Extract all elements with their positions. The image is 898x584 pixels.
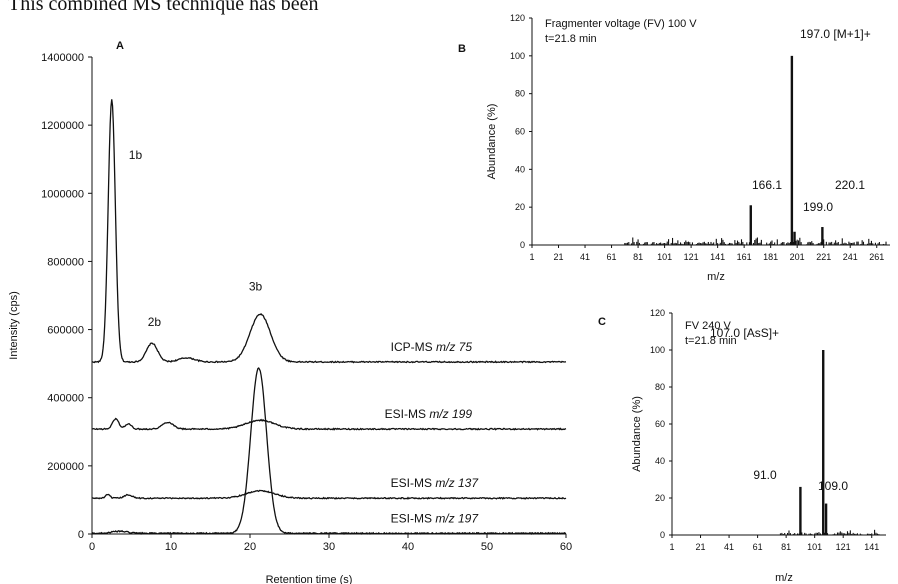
x-tick-label: 21 <box>554 252 564 262</box>
x-tick-label: 141 <box>710 252 725 262</box>
x-tick-label: 181 <box>763 252 778 262</box>
x-tick-label: 121 <box>836 542 851 552</box>
y-tick-label: 1400000 <box>41 52 84 64</box>
x-tick-label: 40 <box>402 541 414 553</box>
y-tick-label: 0 <box>78 529 84 541</box>
x-tick-label: 141 <box>864 542 879 552</box>
page-text-snippet: This combined MS technique has been <box>8 0 319 15</box>
spectrum-title-line: t=21.8 min <box>685 335 737 347</box>
x-tick-label: 41 <box>580 252 590 262</box>
y-tick-label: 40 <box>515 164 525 174</box>
y-tick-label: 200000 <box>47 461 84 473</box>
series-label: ESI-MS m/z 197 <box>391 511 480 525</box>
panel-label: B <box>458 43 466 55</box>
series-line <box>91 489 567 500</box>
x-tick-label: 30 <box>323 541 335 553</box>
y-tick-label: 120 <box>510 13 525 23</box>
peak-annotation: 1b <box>129 148 143 162</box>
y-axis-label: Abundance (%) <box>631 396 643 472</box>
y-tick-label: 0 <box>520 240 525 250</box>
peak-label: 109.0 <box>818 479 848 493</box>
series-label-mz: m/z 197 <box>435 511 479 525</box>
x-tick-label: 261 <box>869 252 884 262</box>
panel-label: C <box>598 316 606 328</box>
chart-panel-a: 0 200000 400000 600000 800000 1000000 1200000 1… <box>8 40 572 584</box>
y-tick-label: 1000000 <box>41 188 84 200</box>
y-tick-label: 0 <box>660 530 665 540</box>
spectrum-title-line: FV 240 V <box>685 320 732 332</box>
series-label-mz: m/z 199 <box>429 407 472 421</box>
peak-label: 220.1 <box>835 178 865 192</box>
x-tick-label: 81 <box>633 252 643 262</box>
x-tick-label: 21 <box>696 542 706 552</box>
y-tick-label: 400000 <box>47 393 84 405</box>
x-tick-label: 121 <box>684 252 699 262</box>
x-tick-label: 10 <box>165 541 177 553</box>
x-tick-label: 101 <box>807 542 822 552</box>
series-label-mz: m/z 75 <box>436 340 472 354</box>
series-line <box>91 417 567 431</box>
x-axis-label: m/z <box>707 271 725 283</box>
x-tick-label: 161 <box>737 252 752 262</box>
x-tick-label: 41 <box>724 542 734 552</box>
series-label-mz: m/z 137 <box>435 476 479 490</box>
peak-label: 91.0 <box>753 468 777 482</box>
x-tick-label: 201 <box>790 252 805 262</box>
x-tick-label: 61 <box>753 542 763 552</box>
x-axis-label: m/z <box>775 572 793 584</box>
y-tick-label: 80 <box>515 89 525 99</box>
x-axis-label: Retention time (s) <box>266 574 353 584</box>
y-tick-label: 120 <box>650 308 665 318</box>
x-tick-label: 81 <box>781 542 791 552</box>
x-tick-label: 61 <box>607 252 617 262</box>
y-tick-label: 1200000 <box>41 120 84 132</box>
series-label: ESI-MS m/z 199 <box>385 407 473 421</box>
peak-label: 197.0 [M+1]+ <box>800 27 871 41</box>
y-tick-label: 60 <box>515 127 525 137</box>
y-tick-label: 80 <box>655 382 665 392</box>
peak-label: 166.1 <box>752 178 782 192</box>
y-tick-label: 20 <box>655 493 665 503</box>
panel-label: A <box>116 40 124 52</box>
x-tick-label: 241 <box>843 252 858 262</box>
series-line <box>91 367 567 536</box>
series-label-prefix: ESI-MS <box>385 407 430 421</box>
peak-label: 199.0 <box>803 200 833 214</box>
y-tick-label: 100 <box>510 51 525 61</box>
series-label-prefix: ICP-MS <box>391 340 436 354</box>
x-tick-label: 0 <box>89 541 95 553</box>
series-label-prefix: ESI-MS <box>391 511 436 525</box>
spectrum-title-line: t=21.8 min <box>545 33 597 45</box>
x-tick-label: 101 <box>657 252 672 262</box>
peak-annotation: 2b <box>148 315 162 329</box>
y-tick-label: 100 <box>650 345 665 355</box>
x-tick-label: 1 <box>669 542 674 552</box>
x-tick-label: 1 <box>529 252 534 262</box>
x-tick-label: 20 <box>244 541 256 553</box>
x-tick-label: 60 <box>560 541 572 553</box>
y-axis-label: Abundance (%) <box>486 104 498 180</box>
peak-annotation: 3b <box>249 279 263 293</box>
series-label: ESI-MS m/z 137 <box>391 476 480 490</box>
y-tick-label: 20 <box>515 202 525 212</box>
x-tick-label: 50 <box>481 541 493 553</box>
y-axis-label: Intensity (cps) <box>8 291 20 359</box>
series-label-prefix: ESI-MS <box>391 476 436 490</box>
x-tick-label: 221 <box>816 252 831 262</box>
y-tick-label: 40 <box>655 456 665 466</box>
series-label: ICP-MS m/z 75 <box>391 340 473 354</box>
peak-label: 107.0 [AsS]+ <box>710 326 779 340</box>
y-tick-label: 600000 <box>47 325 84 337</box>
y-tick-label: 60 <box>655 419 665 429</box>
series-line <box>91 99 567 364</box>
y-tick-label: 800000 <box>47 256 84 268</box>
spectrum-title-line: Fragmenter voltage (FV) 100 V <box>545 18 697 30</box>
